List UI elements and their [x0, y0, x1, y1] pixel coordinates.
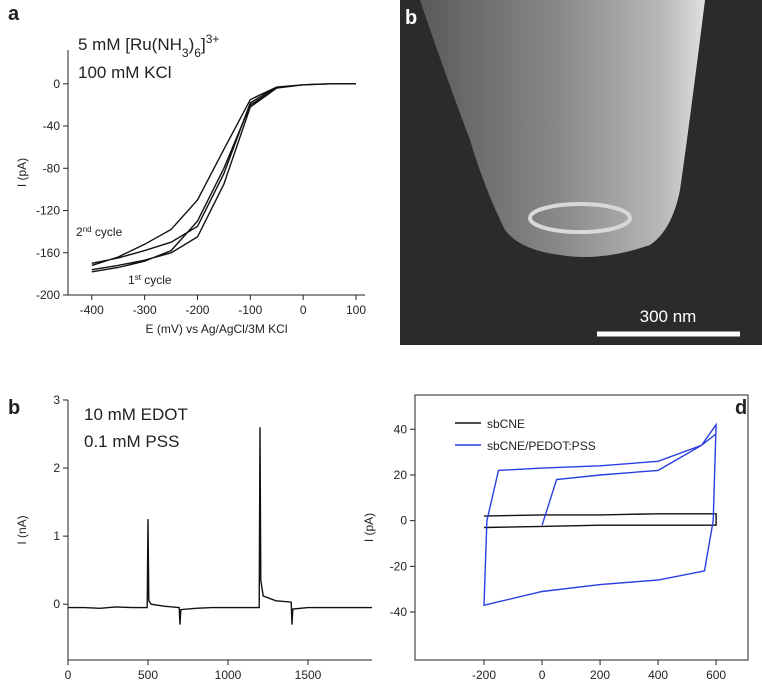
- sem-image: b 300 nm: [400, 0, 762, 345]
- y-tick-label: -20: [390, 559, 408, 573]
- y-tick-label: -80: [43, 161, 61, 175]
- y-tick-label: 0: [400, 514, 407, 528]
- annotation: 2nd cycle: [76, 225, 123, 240]
- x-tick-label: -100: [238, 303, 262, 317]
- plot-frame: [414, 394, 749, 661]
- annotation: 5 mM [Ru(NH3)6]3+: [78, 32, 219, 60]
- annotation: 0.1 mM PSS: [84, 432, 179, 451]
- x-tick-label: 0: [300, 303, 307, 317]
- panel-label: b: [405, 7, 417, 29]
- tip: [420, 0, 705, 258]
- y-tick-label: 0: [53, 77, 60, 91]
- y-tick-label: 0: [53, 597, 60, 611]
- x-tick-label: -200: [472, 668, 496, 682]
- y-tick-label: -160: [36, 246, 60, 260]
- x-axis-label: E (mV) vs Ag/AgCl/3M KCl: [145, 322, 287, 336]
- tip-rim: [528, 202, 632, 234]
- y-tick-label: 40: [394, 422, 408, 436]
- legend-label: sbCNE/PEDOT:PSS: [487, 439, 596, 453]
- x-tick-label: 0: [539, 668, 546, 682]
- y-tick-label: -40: [43, 119, 61, 133]
- data-line: [68, 427, 372, 625]
- y-tick-label: 1: [53, 529, 60, 543]
- x-tick-label: 600: [706, 668, 726, 682]
- x-tick-label: -200: [185, 303, 209, 317]
- annotation: 100 mM KCl: [78, 63, 172, 82]
- x-tick-label: 1000: [215, 668, 242, 682]
- x-tick-label: 400: [648, 668, 668, 682]
- y-axis-label: I (pA): [362, 513, 376, 542]
- data-line: [483, 422, 717, 607]
- x-tick-label: 500: [138, 668, 158, 682]
- scale-bar-label: 300 nm: [640, 307, 697, 326]
- y-tick-label: -120: [36, 204, 60, 218]
- y-tick-label: 3: [53, 393, 60, 407]
- annotation: 10 mM EDOT: [84, 405, 188, 424]
- legend-label: sbCNE: [487, 417, 525, 431]
- panel-label: b: [8, 397, 20, 419]
- x-tick-label: -300: [133, 303, 157, 317]
- x-tick-label: -400: [80, 303, 104, 317]
- x-tick-label: 1500: [295, 668, 322, 682]
- y-tick-label: -200: [36, 288, 60, 302]
- x-tick-label: 200: [590, 668, 610, 682]
- x-tick-label: 100: [346, 303, 366, 317]
- y-axis-label: I (pA): [15, 158, 29, 187]
- panel-label: d: [735, 397, 747, 419]
- data-line: [91, 83, 356, 273]
- y-tick-label: -40: [390, 605, 408, 619]
- panel-label: a: [8, 3, 20, 25]
- y-tick-label: 2: [53, 461, 60, 475]
- y-axis-label: I (nA): [15, 515, 29, 544]
- y-tick-label: 20: [394, 468, 408, 482]
- data-line: [91, 83, 356, 267]
- x-tick-label: 0: [65, 668, 72, 682]
- annotation: 1st cycle: [128, 273, 172, 288]
- data-line: [483, 513, 717, 529]
